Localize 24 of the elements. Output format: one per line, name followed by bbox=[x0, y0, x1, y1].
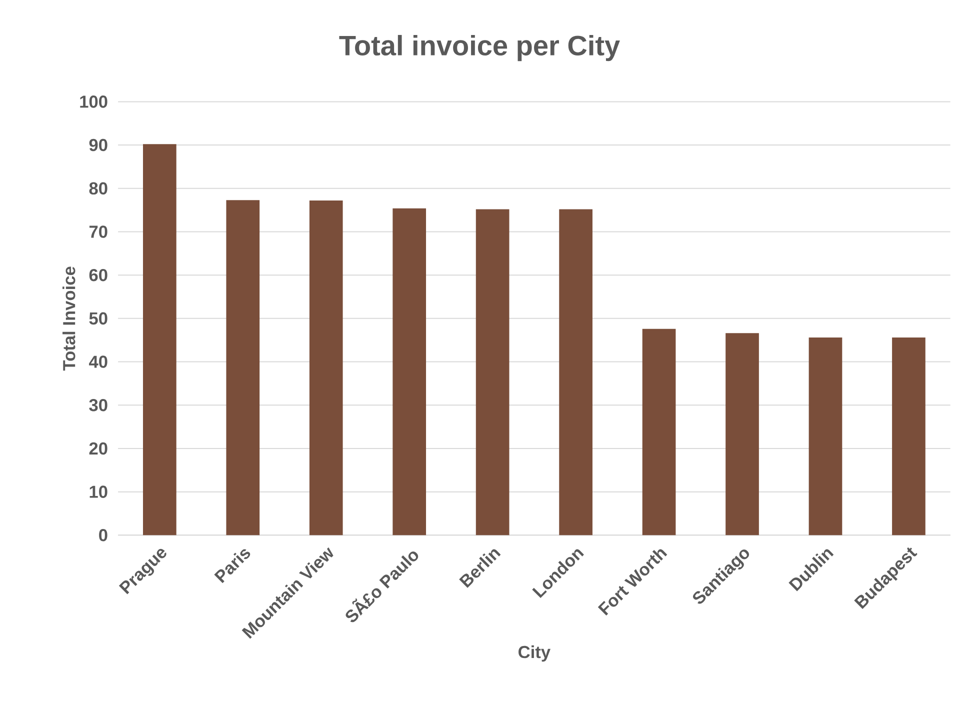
y-tick-label: 10 bbox=[90, 486, 108, 498]
bar bbox=[642, 328, 676, 536]
y-tick-label: 100 bbox=[80, 95, 108, 108]
bar bbox=[309, 200, 343, 536]
x-axis-title: City bbox=[518, 645, 550, 662]
bar bbox=[392, 208, 426, 536]
y-tick-label: 60 bbox=[89, 268, 108, 282]
y-axis-title: Total Invoice bbox=[62, 266, 76, 370]
y-tick-label: 0 bbox=[99, 528, 108, 542]
y-tick-label: 50 bbox=[89, 312, 108, 324]
y-tick-label: 80 bbox=[89, 182, 108, 194]
bar bbox=[226, 200, 260, 536]
bar bbox=[142, 144, 176, 536]
chart-title: Total invoice per City bbox=[339, 34, 620, 61]
bar bbox=[892, 337, 926, 536]
y-tick-label: 40 bbox=[88, 356, 108, 368]
y-tick-label: 30 bbox=[89, 398, 108, 412]
bar bbox=[726, 333, 759, 536]
y-tick-label: 20 bbox=[89, 442, 108, 455]
bar bbox=[808, 337, 842, 536]
y-tick-label: 70 bbox=[89, 225, 108, 238]
y-tick-label: 90 bbox=[89, 138, 108, 152]
bar bbox=[559, 209, 592, 536]
bar bbox=[476, 209, 510, 536]
